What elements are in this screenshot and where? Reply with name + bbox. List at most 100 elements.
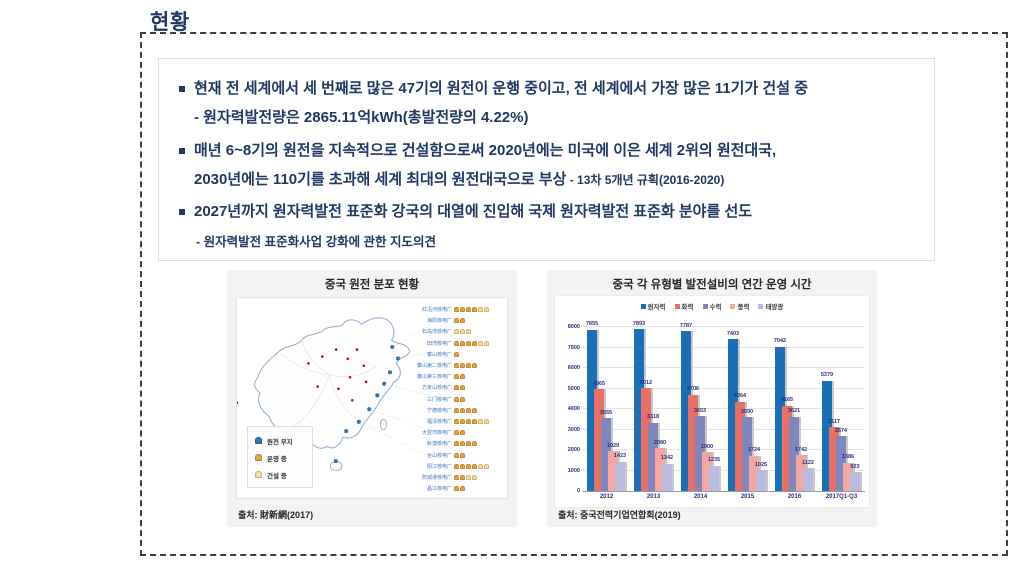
operating-unit-icon (460, 374, 465, 380)
plant-row: 海阳核电厂 (404, 315, 504, 326)
plant-name: 三门核电厂 (426, 396, 452, 403)
gridline (583, 469, 865, 471)
legend-series-label: 원자력 (647, 304, 666, 311)
plant-name: 宁德核电厂 (426, 407, 452, 414)
chart-legend-item: 화력 (674, 301, 694, 311)
operating-unit-icon (472, 363, 477, 369)
china-map-outline (237, 317, 431, 472)
bar-풍력 (843, 462, 853, 491)
plant-name: 海阳核电厂 (426, 318, 452, 325)
bar-화력 (782, 405, 792, 491)
y-axis-tick-label: 3000 (567, 426, 580, 433)
operating-unit-icon (466, 307, 471, 313)
bar-value-label: 3318 (646, 414, 660, 421)
operating-unit-icon (460, 418, 465, 424)
map-panel-title: 중국 원전 분포 현황 (324, 279, 420, 291)
plant-row: 红沿河核电厂 (404, 304, 504, 315)
y-axis-tick-label: 0 (576, 488, 580, 494)
map-panel: 중국 원전 분포 현황 (227, 270, 517, 527)
bar-원자력 (822, 380, 832, 491)
legend-swatch-icon (702, 303, 708, 309)
operating-unit-icon (466, 441, 471, 447)
x-axis-label: 2014 (693, 494, 708, 500)
bullet-1-text: 현재 전 세계에서 세 번째로 많은 47기의 원전이 운행 중이고, 전 세계… (194, 80, 808, 97)
bullet-2-line2-text: 2030년에는 110기를 초과해 세계 최대의 원전대국으로 부상 (194, 170, 567, 188)
bar-수력 (836, 436, 846, 491)
plant-name: 红沿河核电厂 (421, 307, 452, 314)
construction-legend-icon (255, 471, 262, 478)
china-map: 红沿河核电厂 海阳核电厂 石岛湾核电厂 田湾核电厂 秦山核电厂 秦山第二核电厂 秦山第三核电… (236, 297, 508, 499)
bar-태양광 (850, 472, 860, 491)
bar-value-label: 1724 (747, 447, 761, 454)
y-axis-tick-label: 8000 (567, 324, 580, 330)
operating-unit-icon (454, 351, 459, 357)
operating-unit-icon (460, 363, 465, 369)
plant-name: 田湾核电厂 (426, 340, 452, 347)
chart-title: 중국 각 유형별 발전설비의 연간 운영 시간 (612, 279, 812, 291)
operating-unit-icon (466, 463, 471, 469)
bar-value-label: 4364 (733, 393, 747, 400)
page-title: 현황 (150, 11, 190, 34)
bar-풍력 (796, 455, 806, 491)
x-axis-label: 2016 (787, 494, 802, 500)
operating-unit-icon (472, 463, 477, 469)
plant-name: 台山核电厂 (426, 452, 452, 459)
map-legend-label: 건설 중 (267, 472, 287, 480)
gridline (583, 367, 865, 368)
legend-series-label: 풍력 (737, 304, 750, 311)
operating-unit-icon (460, 486, 465, 492)
bullet-3: 2027년까지 원자력발전 표준화 강국의 대열에 진입해 국제 원자력발전 표… (179, 202, 920, 222)
bar-value-label: 3590 (740, 408, 754, 415)
legend-swatch-icon (674, 303, 680, 309)
bar-수력 (695, 416, 705, 491)
inland-markers (237, 348, 368, 404)
map-source: 출처: 財新網(2017) (238, 510, 314, 520)
bar-원자력 (775, 346, 785, 491)
operating-unit-icon (460, 452, 465, 458)
unit-icons (454, 441, 477, 447)
construction-unit-icon (484, 307, 489, 313)
bar-화력 (594, 389, 604, 491)
operating-unit-icon (460, 463, 465, 469)
construction-unit-icon (466, 329, 471, 335)
bar-value-label: 3117 (828, 418, 840, 425)
bar-풍력 (749, 455, 759, 491)
operating-unit-icon (466, 407, 471, 413)
plant-name: 防城港核电厂 (421, 474, 452, 481)
plant-row: 田湾核电厂 (404, 338, 504, 349)
bar-화력 (641, 388, 651, 491)
construction-unit-icon (484, 418, 489, 424)
bullet-3-text: 2027년까지 원자력발전 표준화 강국의 대열에 진입해 국제 원자력발전 표… (194, 203, 753, 220)
construction-unit-icon (484, 340, 489, 346)
bar-value-label: 1342 (660, 455, 674, 461)
bar-group: 7855 4965 3555 1929 1423 2012 (583, 316, 630, 500)
operating-legend-icon (255, 454, 262, 461)
plant-row: 台山核电厂 (404, 449, 504, 460)
bullet-square-icon (179, 86, 185, 92)
plant-name: 方家山核电厂 (421, 385, 452, 392)
map-legend: 원전 부지 운영 중 건설 중 (247, 426, 313, 488)
x-axis-label: 2017Q1-Q3 (825, 494, 858, 500)
legend-swatch-icon (640, 303, 646, 309)
bar-value-label: 7403 (726, 330, 740, 337)
bar-value-label: 3653 (693, 407, 707, 414)
bar-value-label: 4706 (686, 386, 700, 393)
plant-name: 昌江核电厂 (426, 486, 452, 493)
bar-value-label: 1025 (754, 461, 768, 468)
plant-row: 宁德核电厂 (404, 405, 504, 416)
bar-태양광 (709, 465, 719, 491)
construction-unit-icon (460, 329, 465, 335)
bar-value-label: 4965 (592, 380, 606, 387)
gridline (583, 326, 865, 327)
chart-legend: 원자력 화력 수력 풍력 태양광 (555, 301, 869, 311)
unit-icons (454, 351, 459, 357)
map-legend-label: 운영 중 (267, 455, 287, 463)
operating-unit-icon (454, 385, 459, 391)
map-legend-item: 운영 중 (255, 449, 312, 466)
bar-group: 7403 4364 3590 1724 1025 2015 (724, 316, 771, 500)
site-legend-icon (255, 437, 262, 444)
bar-value-label: 1900 (700, 443, 714, 450)
bullet-square-icon (179, 209, 185, 215)
operating-unit-icon (466, 340, 471, 346)
